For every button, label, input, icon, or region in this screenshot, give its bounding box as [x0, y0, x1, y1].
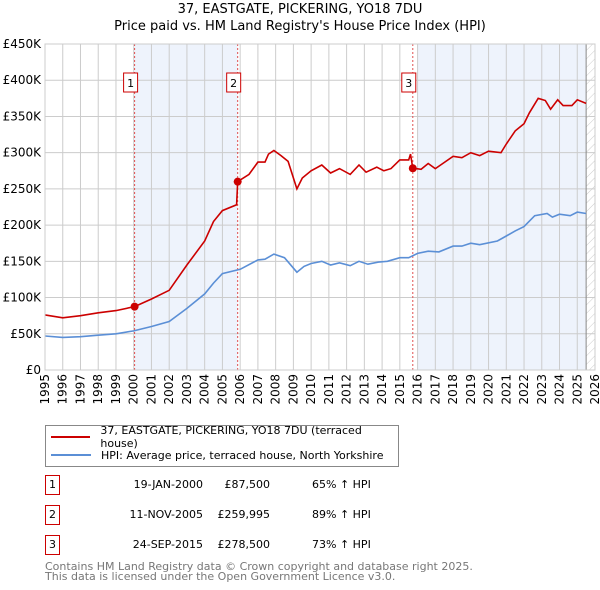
- sale-date: 11-NOV-2005: [129, 508, 203, 521]
- x-tick-label: 2018: [446, 374, 460, 405]
- y-tick-label: £200K: [3, 218, 43, 232]
- sale-number-badge: 1: [45, 475, 60, 495]
- x-tick-label: 2011: [322, 374, 336, 405]
- sale-number-badge: 3: [45, 535, 60, 555]
- x-tick-label: 2009: [286, 374, 300, 405]
- sale-point: [130, 302, 139, 311]
- sale-number-badge: 2: [45, 505, 60, 525]
- footer-copyright: Contains HM Land Registry data © Crown c…: [45, 560, 473, 573]
- sale-hpi-change: 65% ↑ HPI: [312, 478, 371, 491]
- x-tick-label: 2014: [375, 374, 389, 405]
- sale-date: 19-JAN-2000: [133, 478, 203, 491]
- sale-price: £278,500: [217, 538, 271, 551]
- y-tick-label: £450K: [3, 37, 43, 51]
- x-tick-label: 1997: [73, 374, 87, 405]
- x-tick-label: 1995: [38, 374, 52, 405]
- chart-subtitle: Price paid vs. HM Land Registry's House …: [114, 19, 486, 34]
- y-tick-label: £300K: [3, 146, 43, 160]
- y-tick-label: £150K: [3, 254, 43, 268]
- x-tick-label: 2008: [269, 374, 283, 405]
- chart-title: 37, EASTGATE, PICKERING, YO18 7DU: [177, 2, 423, 17]
- legend-item-hpi: HPI: Average price, terraced house, Nort…: [46, 447, 383, 463]
- x-tick-label: 1999: [109, 374, 123, 405]
- x-tick-label: 1998: [91, 374, 105, 405]
- sale-price: £259,995: [217, 508, 271, 521]
- legend-label-hpi: HPI: Average price, terraced house, Nort…: [101, 448, 384, 462]
- x-tick-label: 2021: [499, 374, 513, 405]
- x-tick-label: 2010: [304, 374, 318, 405]
- forecast-hatch: [586, 44, 595, 370]
- x-tick-label: 2025: [570, 374, 584, 405]
- legend-label-property: 37, EASTGATE, PICKERING, YO18 7DU (terra…: [100, 424, 362, 450]
- sale-price: £87,500: [224, 478, 271, 491]
- x-tick-label: 2016: [411, 374, 425, 405]
- x-tick-label: 2002: [162, 374, 176, 405]
- footer-licence: This data is licensed under the Open Gov…: [45, 570, 396, 583]
- x-tick-label: 2017: [428, 374, 442, 405]
- sale-row: 1 19-JAN-2000 £87,500 65% ↑ HPI: [45, 475, 465, 495]
- y-tick-label: £250K: [3, 182, 43, 196]
- red-line-swatch: [51, 436, 91, 438]
- x-tick-label: 1996: [56, 374, 70, 405]
- sale-marker-box: [226, 72, 242, 93]
- x-tick-label: 2005: [215, 374, 229, 405]
- x-tick-label: 2023: [535, 374, 549, 405]
- sale-point: [408, 164, 417, 173]
- sale-point: [233, 177, 242, 186]
- legend-item-property: 37, EASTGATE, PICKERING, YO18 7DU (terra…: [46, 424, 398, 450]
- sale-marker-box: [401, 72, 417, 93]
- y-tick-label: £400K: [3, 73, 43, 87]
- x-tick-label: 2024: [553, 374, 567, 405]
- blue-line-swatch: [51, 454, 91, 456]
- x-tick-label: 2012: [340, 374, 354, 405]
- x-tick-label: 2022: [517, 374, 531, 405]
- x-tick-label: 2003: [180, 374, 194, 405]
- sale-marker-box: [123, 72, 139, 93]
- x-tick-label: 2004: [198, 374, 212, 405]
- x-tick-label: 2001: [144, 374, 158, 405]
- sale-row: 3 24-SEP-2015 £278,500 73% ↑ HPI: [45, 535, 465, 555]
- sale-marker-label: 2: [230, 77, 237, 90]
- y-tick-label: £350K: [3, 109, 43, 123]
- x-tick-label: 2020: [482, 374, 496, 405]
- legend: 37, EASTGATE, PICKERING, YO18 7DU (terra…: [45, 424, 399, 467]
- shaded-period: [417, 44, 587, 370]
- x-tick-label: 2013: [357, 374, 371, 405]
- sale-hpi-change: 73% ↑ HPI: [312, 538, 371, 551]
- sale-date: 24-SEP-2015: [132, 538, 203, 551]
- x-tick-label: 2015: [393, 374, 407, 405]
- x-tick-label: 2006: [233, 374, 247, 405]
- price-chart: £0 £50K £100K £150K £200K £250K £300K £350K £400…: [3, 37, 600, 405]
- x-tick-label: 2007: [251, 374, 265, 405]
- x-tick-label: 2026: [588, 374, 600, 405]
- sale-marker-label: 3: [405, 77, 412, 90]
- y-tick-label: £0: [26, 363, 41, 377]
- plot-border: [44, 43, 596, 371]
- sale-row: 2 11-NOV-2005 £259,995 89% ↑ HPI: [45, 505, 465, 525]
- y-tick-label: £50K: [10, 327, 42, 341]
- x-tick-label: 2000: [127, 374, 141, 405]
- series-line: [44, 211, 587, 339]
- sale-marker-label: 1: [127, 77, 134, 90]
- x-tick-label: 2019: [464, 374, 478, 405]
- sale-hpi-change: 89% ↑ HPI: [312, 508, 371, 521]
- y-tick-label: £100K: [3, 291, 43, 305]
- series-line: [44, 97, 587, 319]
